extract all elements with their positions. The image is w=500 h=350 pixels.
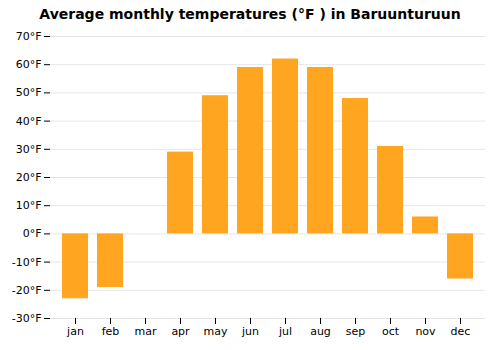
svg-text:oct: oct — [382, 325, 400, 338]
svg-text:30°F: 30°F — [16, 143, 42, 156]
svg-text:may: may — [204, 325, 228, 338]
svg-text:60°F: 60°F — [16, 58, 42, 71]
svg-text:apr: apr — [171, 325, 190, 338]
svg-text:70°F: 70°F — [16, 30, 42, 43]
svg-text:aug: aug — [310, 325, 331, 338]
svg-text:jul: jul — [278, 325, 292, 338]
svg-text:jan: jan — [66, 325, 84, 338]
html-text:Average monthly temperatures (: Average monthly temperatures (°F ) in Ba… — [39, 6, 461, 22]
svg-text:20°F: 20°F — [16, 171, 42, 184]
svg-text:mar: mar — [135, 325, 157, 338]
svg-text:sep: sep — [346, 325, 365, 338]
svg-text:-20°F: -20°F — [12, 284, 42, 297]
svg-text:40°F: 40°F — [16, 115, 42, 128]
svg-text:nov: nov — [415, 325, 436, 338]
svg-text:dec: dec — [451, 325, 471, 338]
svg-text:feb: feb — [102, 325, 120, 338]
svg-text:-10°F: -10°F — [12, 256, 42, 269]
svg-text:0°F: 0°F — [23, 227, 42, 240]
svg-text:10°F: 10°F — [16, 199, 42, 212]
svg-text:jun: jun — [241, 325, 259, 338]
svg-text:-30°F: -30°F — [12, 312, 42, 325]
svg-text:50°F: 50°F — [16, 86, 42, 99]
